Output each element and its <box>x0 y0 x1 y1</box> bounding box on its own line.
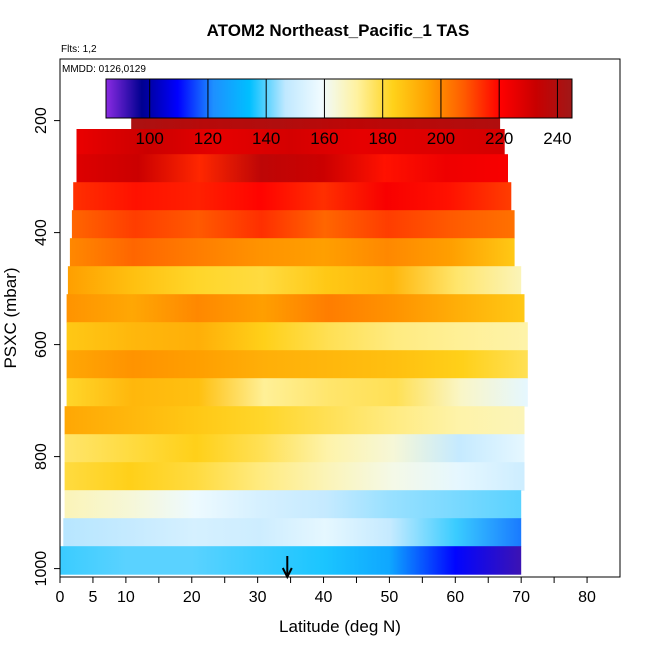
x-tick-label: 20 <box>183 589 201 606</box>
flights-annotation: Flts: 1,2 <box>61 44 97 55</box>
x-tick-label: 30 <box>249 589 267 606</box>
colorbar-tick-label: 100 <box>136 129 164 148</box>
y-axis: 200 400 600 800 1000 <box>33 107 60 586</box>
x-tick-label: 60 <box>446 589 464 606</box>
y-tick-label: 800 <box>33 443 50 470</box>
heatmap-band <box>66 294 525 323</box>
heatmap-band <box>64 490 522 519</box>
colorbar-tick-label: 160 <box>310 129 338 148</box>
heatmap-band <box>71 210 515 239</box>
heatmap-band <box>64 434 525 463</box>
heatmap-band <box>66 350 528 379</box>
plot-area <box>60 103 528 575</box>
y-tick-label: 400 <box>33 219 50 246</box>
x-tick-label: 5 <box>88 589 97 606</box>
y-tick-label: 1000 <box>33 551 50 587</box>
heatmap-band <box>64 462 525 491</box>
colorbar-tick-label: 220 <box>485 129 513 148</box>
y-tick-label: 200 <box>33 107 50 134</box>
heatmap-band <box>66 322 528 351</box>
heatmap-band <box>64 406 525 435</box>
dates-annotation: MMDD: 0126,0129 <box>62 64 146 75</box>
heatmap-band <box>76 129 505 155</box>
marker-arrow-head <box>281 567 293 580</box>
x-tick-label: 80 <box>578 589 596 606</box>
heatmap-band <box>69 238 515 267</box>
colorbar: 100 120 140 160 180 200 220 240 <box>105 78 573 148</box>
y-tick-label: 600 <box>33 331 50 358</box>
colorbar-tick-label: 120 <box>194 129 222 148</box>
x-tick-label: 50 <box>381 589 399 606</box>
x-axis-title: Latitude (deg N) <box>279 617 401 636</box>
colorbar-tick-label: 180 <box>369 129 397 148</box>
chart-title: ATOM2 Northeast_Pacific_1 TAS <box>207 21 470 40</box>
heatmap-band <box>67 266 522 295</box>
x-tick-label: 70 <box>512 589 530 606</box>
y-axis-title: PSXC (mbar) <box>1 267 20 368</box>
x-axis: 0 5 10 20 30 40 50 60 70 80 <box>56 577 596 606</box>
heatmap-band <box>63 518 522 547</box>
colorbar-tick-label: 200 <box>427 129 455 148</box>
heatmap-band <box>66 378 528 407</box>
x-tick-label: 0 <box>56 589 65 606</box>
colorbar-tick-label: 140 <box>252 129 280 148</box>
heatmap-band <box>73 182 512 211</box>
latitude-marker <box>281 556 293 580</box>
colorbar-gradient <box>105 78 573 119</box>
plot-frame <box>59 58 621 578</box>
x-tick-label: 10 <box>117 589 135 606</box>
heatmap-band <box>76 154 508 183</box>
colorbar-tick-label: 240 <box>543 129 571 148</box>
x-tick-label: 40 <box>315 589 333 606</box>
